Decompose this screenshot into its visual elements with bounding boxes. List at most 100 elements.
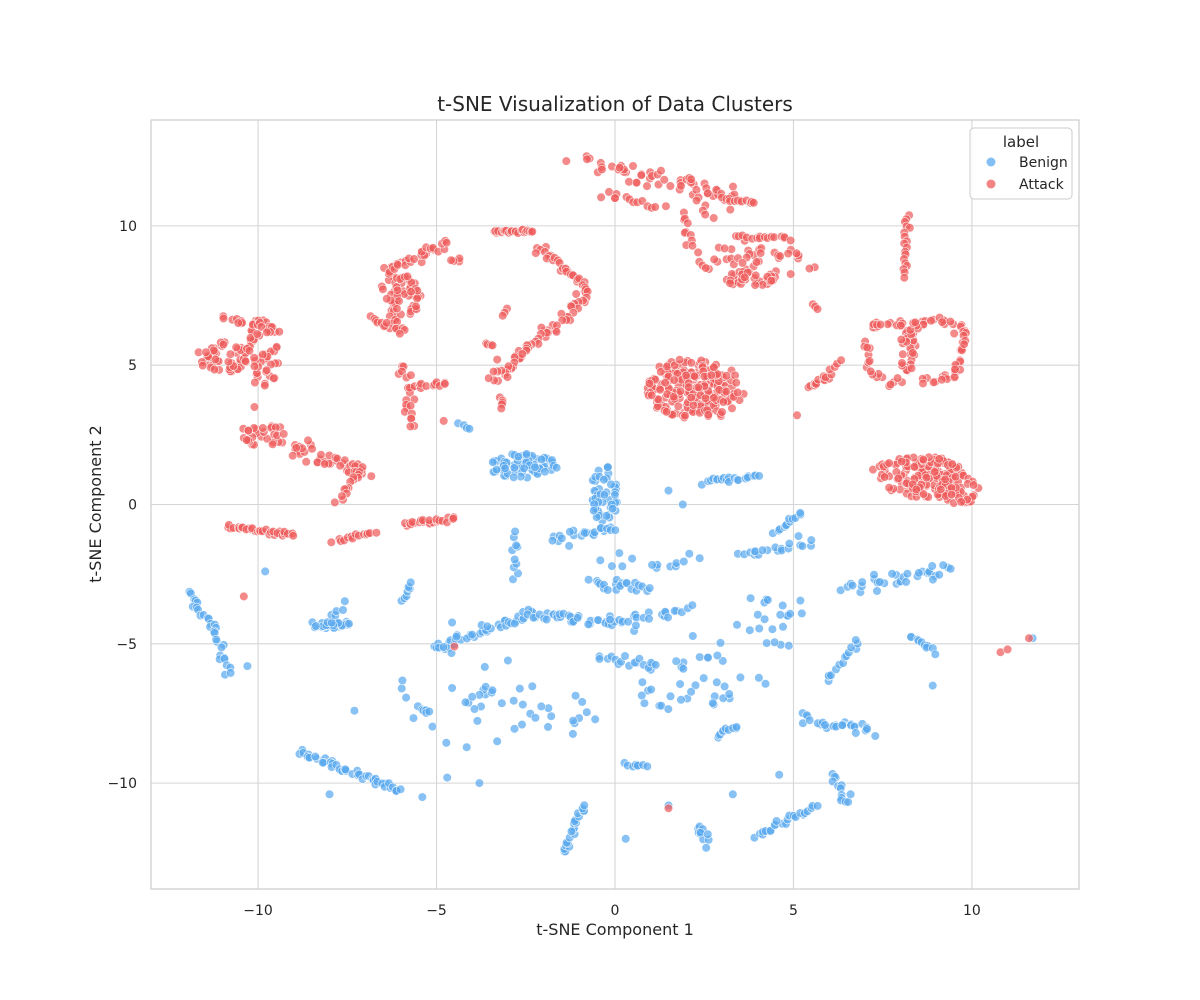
point-attack [624,177,634,187]
point-benign [684,549,694,559]
y-axis-ticks: −10 −5 0 5 10 [107,219,137,792]
point-benign [671,558,682,568]
point-benign [557,533,567,543]
point-benign [441,738,451,748]
point-benign [509,472,519,482]
point-benign [521,449,532,459]
legend-marker-attack [986,179,996,189]
point-attack [650,202,660,212]
point-attack [918,378,928,389]
point-attack [406,370,416,380]
point-attack [775,251,785,261]
point-benign [472,716,483,726]
point-benign [703,652,713,663]
point-attack [721,386,731,397]
point-attack [303,435,313,446]
point-benign [509,696,519,706]
point-benign [735,672,746,683]
point-benign [447,683,457,693]
point-benign [851,635,861,645]
point-attack [446,255,456,265]
point-benign [679,556,689,567]
point-attack [669,392,679,402]
point-benign [837,720,847,730]
point-benign [639,698,650,708]
series-benign [184,418,1038,857]
point-attack [884,458,894,468]
point-attack [382,294,392,304]
point-attack [288,531,298,541]
point-attack [725,278,735,288]
point-attack [571,289,581,299]
point-benign [703,829,713,839]
point-attack [950,364,960,374]
point-benign [645,583,655,593]
point-benign [784,538,795,549]
point-benign [857,577,867,587]
point-benign [687,600,697,610]
plot-frame [150,119,1080,890]
point-benign [447,617,457,628]
point-benign [547,535,558,546]
point-benign [927,561,937,571]
point-benign [396,784,406,794]
point-attack [676,181,686,191]
point-attack [909,462,920,472]
point-attack [378,284,388,294]
point-benign [511,540,521,551]
point-benign [763,595,773,605]
point-benign [599,490,610,500]
point-attack [402,271,413,282]
point-attack [405,421,416,432]
point-attack [950,472,961,482]
point-benign [595,555,605,565]
point-benign [492,736,502,746]
point-attack [751,270,761,281]
point-attack [395,329,405,339]
point-benign [762,638,772,648]
point-attack [382,318,392,328]
point-attack [928,377,939,387]
point-benign [349,706,360,716]
point-benign [760,679,771,689]
x-tick-label: 0 [611,903,620,919]
point-attack [656,367,666,377]
point-attack [836,355,846,365]
point-attack [693,247,703,257]
point-benign [503,655,513,666]
legend-frame [969,127,1073,200]
point-attack [804,263,815,274]
point-benign [767,624,778,634]
point-attack [675,386,686,396]
point-attack [750,280,760,290]
point-benign [216,642,227,653]
point-attack [661,407,672,417]
point-benign [678,664,688,674]
point-benign [417,792,427,802]
point-benign [771,816,782,826]
point-benign [872,586,882,596]
point-benign [686,687,696,697]
point-benign [480,662,490,672]
point-benign [843,797,853,807]
point-benign [847,580,858,591]
point-benign [759,614,770,624]
point-benign [530,713,541,723]
point-attack [937,317,947,327]
point-benign [438,642,449,652]
point-benign [442,772,452,783]
point-attack [660,378,670,388]
point-attack [751,257,762,267]
point-benign [642,761,652,772]
point-attack [442,238,452,248]
point-benign [663,486,674,496]
point-attack [709,393,719,403]
point-benign [617,561,627,571]
point-benign [745,625,755,635]
point-benign [778,622,788,632]
point-attack [792,410,802,420]
point-attack [918,455,928,465]
point-benign [675,679,685,689]
point-benign [724,689,734,699]
y-tick-label: 10 [119,219,137,235]
